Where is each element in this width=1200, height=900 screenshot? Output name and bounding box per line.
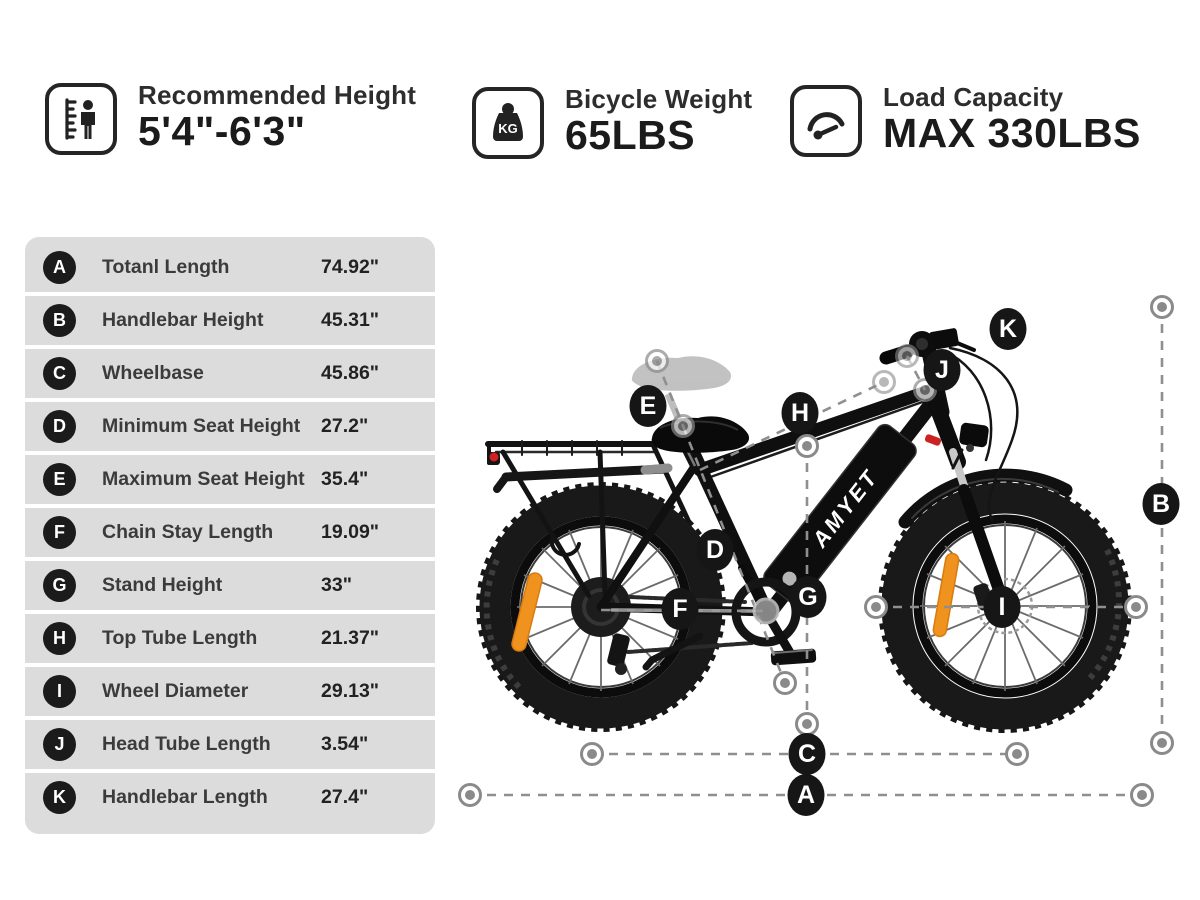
- header-value: 65LBS: [565, 112, 696, 159]
- spec-value: 3.54": [321, 733, 369, 755]
- spec-value: 45.31": [321, 309, 380, 331]
- front-reflector: [932, 552, 960, 638]
- spec-key-badge: B: [43, 304, 76, 337]
- spec-row: A Totanl Length 74.92": [25, 243, 435, 296]
- dimension-marker-C: C: [788, 733, 826, 775]
- header-value: MAX 330LBS: [883, 110, 1141, 157]
- header-item-weight: KG Bicycle Weight 65LBS: [472, 84, 753, 159]
- header-title: Bicycle Weight: [565, 84, 753, 114]
- rear-reflector: [511, 572, 543, 652]
- spec-row: H Top Tube Length 21.37": [25, 614, 435, 667]
- dimension-marker-A: A: [787, 774, 825, 816]
- spec-value: 21.37": [321, 627, 380, 649]
- kg-weight-icon: KG: [472, 86, 544, 159]
- spec-label: Top Tube Length: [102, 627, 258, 649]
- spec-row: J Head Tube Length 3.54": [25, 720, 435, 773]
- spec-key-badge: A: [43, 251, 76, 284]
- dimension-marker-F: F: [661, 588, 699, 630]
- spec-key-badge: K: [43, 781, 76, 814]
- dimension-marker-I: I: [983, 586, 1021, 628]
- spec-label: Head Tube Length: [102, 733, 271, 755]
- spec-label: Totanl Length: [102, 256, 230, 278]
- dimension-marker-K: K: [989, 308, 1027, 350]
- dimension-marker-J: J: [923, 349, 961, 391]
- header-value: 5'4"-6'3": [138, 108, 306, 155]
- spec-row: K Handlebar Length 27.4": [25, 773, 435, 822]
- height-scale-icon: [45, 82, 117, 155]
- spec-value: 33": [321, 574, 352, 596]
- dimension-marker-D: D: [696, 529, 734, 571]
- spec-key-badge: H: [43, 622, 76, 655]
- spec-row: I Wheel Diameter 29.13": [25, 667, 435, 720]
- spec-key-badge: E: [43, 463, 76, 496]
- spec-row: G Stand Height 33": [25, 561, 435, 614]
- spec-row: B Handlebar Height 45.31": [25, 296, 435, 349]
- spec-value: 35.4": [321, 468, 369, 490]
- spec-value: 74.92": [321, 256, 380, 278]
- spec-value: 27.4": [321, 786, 369, 808]
- spec-label: Wheel Diameter: [102, 680, 249, 702]
- header-item-load: Load Capacity MAX 330LBS: [790, 82, 1141, 157]
- spec-key-badge: J: [43, 728, 76, 761]
- spec-row: C Wheelbase 45.86": [25, 349, 435, 402]
- spec-label: Handlebar Length: [102, 786, 268, 808]
- spec-row: F Chain Stay Length 19.09": [25, 508, 435, 561]
- spec-row: E Maximum Seat Height 35.4": [25, 455, 435, 508]
- spec-key-badge: F: [43, 516, 76, 549]
- rear-rack: [485, 440, 691, 599]
- spec-key-badge: C: [43, 357, 76, 390]
- spec-key-badge: I: [43, 675, 76, 708]
- header-title: Recommended Height: [138, 80, 417, 110]
- seat: [651, 416, 750, 474]
- spec-label: Stand Height: [102, 574, 223, 596]
- dimension-marker-E: E: [629, 385, 667, 427]
- dimension-marker-H: H: [781, 392, 819, 434]
- spec-key-badge: D: [43, 410, 76, 443]
- kg-label: KG: [498, 121, 518, 136]
- speedometer-icon: [790, 84, 862, 157]
- dimension-marker-G: G: [789, 576, 827, 618]
- spec-row: D Minimum Seat Height 27.2": [25, 402, 435, 455]
- rear-fender: [493, 463, 673, 493]
- spec-label: Minimum Seat Height: [102, 415, 301, 437]
- spec-value: 29.13": [321, 680, 380, 702]
- spec-label: Maximum Seat Height: [102, 468, 305, 490]
- spec-value: 27.2": [321, 415, 369, 437]
- header-item-height: Recommended Height 5'4"-6'3": [45, 80, 417, 155]
- spec-label: Handlebar Height: [102, 309, 264, 331]
- spec-key-badge: G: [43, 569, 76, 602]
- tail-light-icon: [487, 452, 500, 465]
- header-title: Load Capacity: [883, 82, 1064, 112]
- spec-value: 45.86": [321, 362, 380, 384]
- measure-points: [458, 295, 1174, 807]
- dimension-marker-B: B: [1142, 483, 1180, 525]
- spec-label: Wheelbase: [102, 362, 204, 384]
- spec-label: Chain Stay Length: [102, 521, 274, 543]
- spec-value: 19.09": [321, 521, 380, 543]
- spec-table: A Totanl Length 74.92" B Handlebar Heigh…: [25, 237, 435, 834]
